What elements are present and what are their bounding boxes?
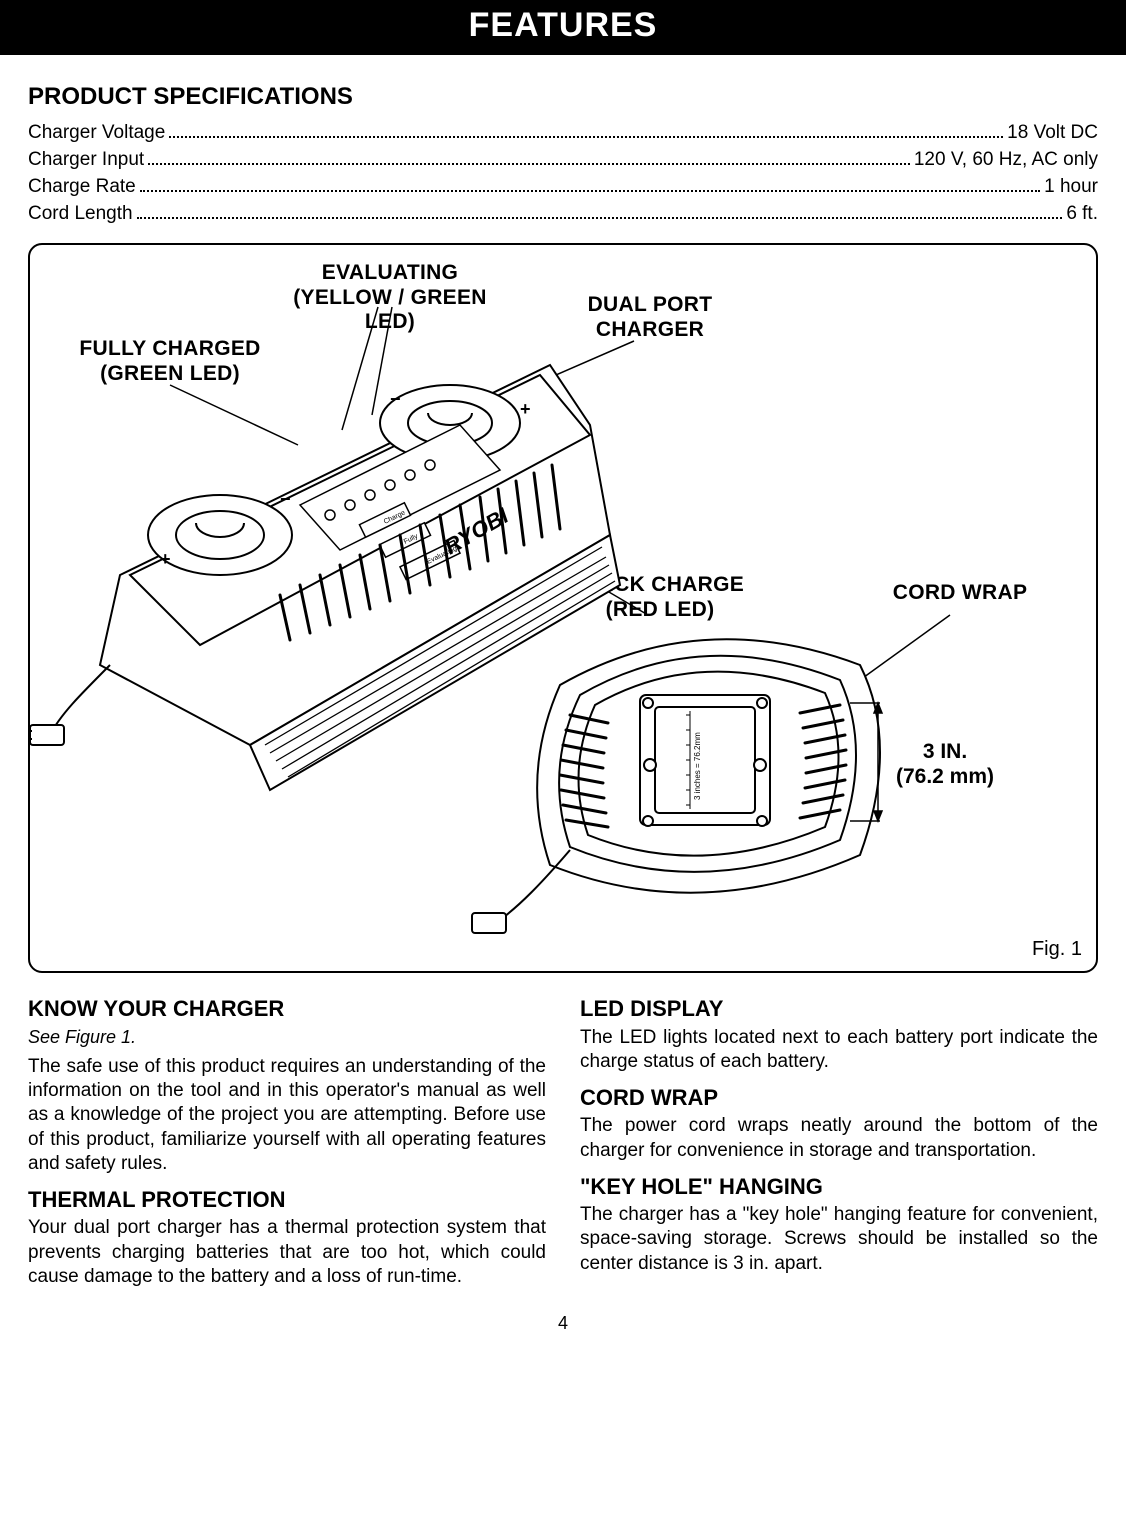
heading-cord-wrap: CORD WRAP <box>580 1084 1098 1112</box>
heading-thermal-protection: THERMAL PROTECTION <box>28 1186 546 1214</box>
spec-value: 18 Volt DC <box>1007 122 1098 144</box>
spec-label: Cord Length <box>28 203 133 225</box>
para-key-hole: The charger has a "key hole" hanging fea… <box>580 1203 1098 1276</box>
spec-leader <box>148 148 910 165</box>
spec-row: Cord Length 6 ft. <box>28 202 1098 225</box>
para-led-display: The LED lights located next to each batt… <box>580 1026 1098 1075</box>
svg-text:−: − <box>390 389 401 409</box>
spec-label: Charger Input <box>28 149 144 171</box>
see-figure-ref: See Figure 1. <box>28 1026 546 1049</box>
spec-label: Charge Rate <box>28 176 136 198</box>
left-column: KNOW YOUR CHARGER See Figure 1. The safe… <box>28 995 546 1295</box>
figure-1: EVALUATING(YELLOW / GREEN LED) DUAL PORT… <box>28 243 1098 973</box>
svg-text:+: + <box>160 549 171 569</box>
para-thermal-protection: Your dual port charger has a thermal pro… <box>28 1216 546 1289</box>
spec-leader <box>137 202 1063 219</box>
svg-text:+: + <box>520 399 531 419</box>
spec-heading: PRODUCT SPECIFICATIONS <box>28 83 1098 111</box>
svg-text:−: − <box>280 489 291 509</box>
figure-illustration: Charge Fully Evaluating RYOBI + − − + <box>30 245 1090 973</box>
spec-value: 120 V, 60 Hz, AC only <box>914 149 1098 171</box>
page-title-bar: FEATURES <box>0 0 1126 55</box>
page-number: 4 <box>28 1313 1098 1334</box>
heading-key-hole: "KEY HOLE" HANGING <box>580 1173 1098 1201</box>
para-know-your-charger: The safe use of this product requires an… <box>28 1055 546 1177</box>
spec-row: Charger Voltage 18 Volt DC <box>28 121 1098 144</box>
body-columns: KNOW YOUR CHARGER See Figure 1. The safe… <box>28 995 1098 1295</box>
heading-led-display: LED DISPLAY <box>580 995 1098 1023</box>
spec-leader <box>140 175 1040 192</box>
spec-label: Charger Voltage <box>28 122 165 144</box>
para-cord-wrap: The power cord wraps neatly around the b… <box>580 1114 1098 1163</box>
spec-value: 1 hour <box>1044 176 1098 198</box>
spec-row: Charger Input 120 V, 60 Hz, AC only <box>28 148 1098 171</box>
svg-text:3 inches = 76.2mm: 3 inches = 76.2mm <box>693 732 702 800</box>
spec-leader <box>169 121 1003 138</box>
heading-know-your-charger: KNOW YOUR CHARGER <box>28 995 546 1023</box>
spec-value: 6 ft. <box>1066 203 1098 225</box>
spec-row: Charge Rate 1 hour <box>28 175 1098 198</box>
right-column: LED DISPLAY The LED lights located next … <box>580 995 1098 1295</box>
